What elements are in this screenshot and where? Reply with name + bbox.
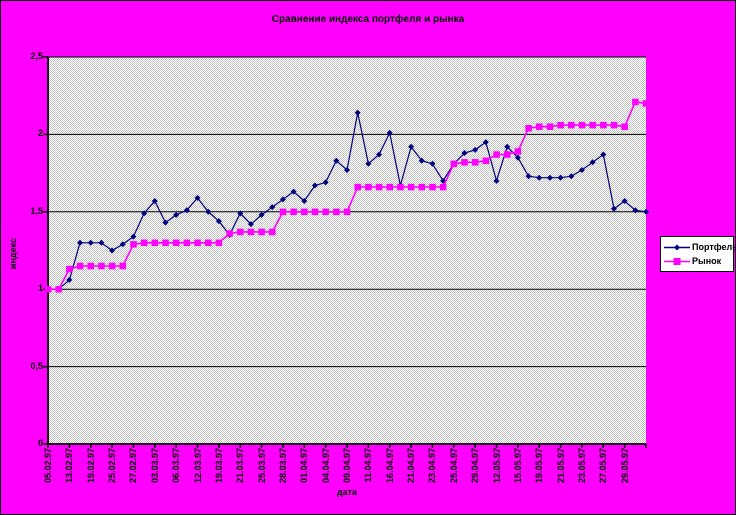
x-tick-label: 27.02.97 [128, 448, 139, 484]
x-tick-label: 03.03.97 [149, 448, 160, 484]
market-line-square-icon [664, 257, 690, 266]
portfolio-line-diamond-icon [664, 243, 690, 252]
x-tick-label: 04.04.97 [320, 448, 331, 484]
x-tick-label: 25.04.97 [448, 448, 459, 484]
y-tick-label: 0 [37, 438, 43, 448]
legend-item-portfolio[interactable]: Портфель [664, 240, 735, 254]
x-tick-label: 23.05.97 [576, 448, 587, 484]
x-tick-label: 29.04.97 [470, 448, 481, 484]
x-tick-label: 25.02.97 [107, 448, 118, 484]
x-tick-label: 12.03.97 [192, 448, 203, 484]
x-tick-label: 23.04.97 [427, 448, 438, 484]
x-tick-label: 11.04.97 [363, 448, 374, 483]
y-axis-title: индекс [8, 238, 18, 270]
x-tick-label: 01.04.97 [299, 448, 310, 484]
x-tick-label: 12.05.97 [491, 448, 502, 484]
x-tick-label: 09.04.97 [342, 448, 352, 484]
x-tick-label: 19.05.97 [534, 448, 545, 484]
x-tick-label: 29.05.97 [619, 448, 630, 484]
chart-title: Сравнение индекса портфеля и рынка [271, 14, 465, 25]
x-tick-label: 19.02.97 [85, 448, 96, 484]
x-tick-label: 16.04.97 [384, 448, 395, 484]
x-tick-label: 27.05.97 [598, 448, 609, 484]
legend-label-market: Рынок [692, 256, 722, 266]
x-tick-label: 21.03.97 [235, 448, 246, 484]
y-tick-label: 1,5 [30, 205, 43, 216]
x-tick-label: 25.03.97 [256, 448, 267, 484]
legend[interactable]: Портфель Рынок [660, 236, 735, 272]
y-tick-label: 1 [37, 283, 43, 294]
x-tick-label: 06.03.97 [171, 448, 182, 484]
x-tick-label: 21.04.97 [406, 448, 417, 484]
legend-label-portfolio: Портфель [692, 242, 736, 252]
x-tick-label: 21.05.97 [555, 448, 566, 484]
x-tick-label: 28.03.97 [277, 448, 288, 484]
y-tick-label: 2,5 [30, 51, 43, 61]
x-tick-label: 13.02.97 [64, 448, 75, 484]
x-tick-label: 05.02.97 [43, 448, 53, 484]
x-axis-title: дата [336, 487, 358, 497]
legend-item-market[interactable]: Рынок [664, 254, 731, 268]
x-tick-label: 15.05.97 [512, 448, 523, 484]
y-tick-label: 0,5 [30, 360, 43, 371]
y-tick-label: 2 [37, 128, 43, 139]
x-tick-label: 19.03.97 [213, 448, 224, 484]
